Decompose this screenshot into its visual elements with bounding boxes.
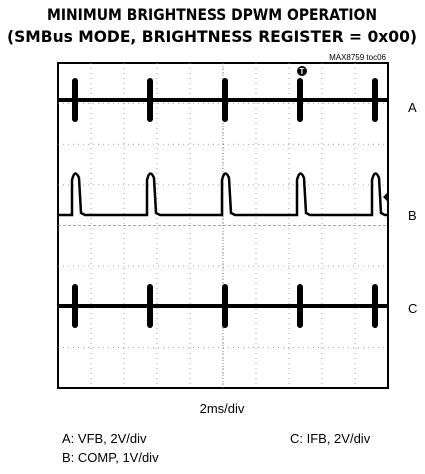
timebase: 2ms/div — [200, 401, 245, 416]
trace-burst — [222, 78, 228, 122]
trace-burst — [297, 284, 303, 328]
legend-a: A: VFB, 2V/div — [62, 431, 147, 446]
trace-burst — [147, 284, 153, 328]
trigger-marker: T — [300, 67, 305, 76]
trace-b — [59, 172, 387, 217]
trace-burst — [72, 78, 78, 122]
trace-burst — [72, 284, 78, 328]
title-line2: (SMBus MODE, BRIGHTNESS REGISTER = 0x00) — [7, 27, 417, 46]
figure-id: MAX8759 toc06 — [329, 53, 386, 62]
channel-label: A — [408, 100, 417, 115]
channel-label: B — [408, 208, 417, 223]
scope-screen — [57, 62, 389, 389]
trace-burst — [147, 78, 153, 122]
title-line1: MINIMUM BRIGHTNESS DPWM OPERATION — [47, 5, 377, 24]
trace-burst — [222, 284, 228, 328]
ground-marker — [383, 192, 388, 202]
trace-burst — [297, 78, 303, 122]
legend-b: B: COMP, 1V/div — [62, 450, 159, 465]
trigger-icon — [297, 66, 307, 76]
trace-burst — [372, 78, 378, 122]
trace-burst — [372, 284, 378, 328]
channel-label: C — [408, 301, 417, 316]
legend-c: C: IFB, 2V/div — [290, 431, 371, 446]
